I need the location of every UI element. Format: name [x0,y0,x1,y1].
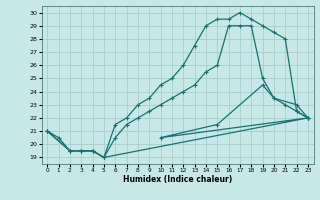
X-axis label: Humidex (Indice chaleur): Humidex (Indice chaleur) [123,175,232,184]
